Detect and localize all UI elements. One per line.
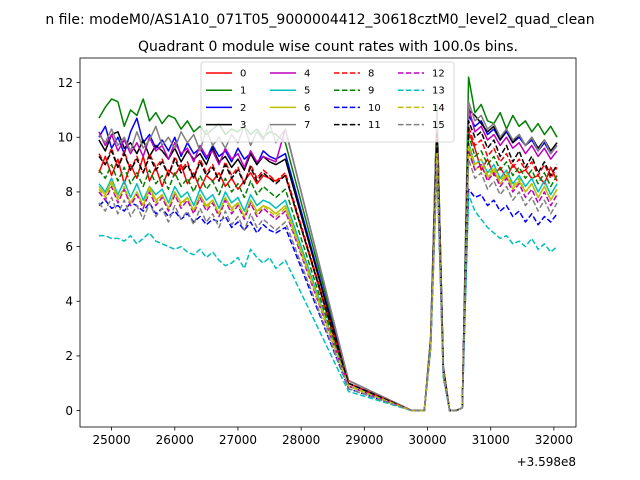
legend-label-5: 5 <box>304 86 310 97</box>
x-tick-label: 27000 <box>219 433 257 447</box>
series-line-9 <box>98 133 558 412</box>
legend-label-10: 10 <box>368 103 381 114</box>
legend-label-12: 12 <box>432 69 445 80</box>
legend-label-9: 9 <box>368 86 374 97</box>
y-tick-label: 6 <box>65 240 73 254</box>
series-line-8 <box>98 125 558 412</box>
legend-label-13: 13 <box>432 86 445 97</box>
chart-title: Quadrant 0 module wise count rates with … <box>138 39 518 55</box>
x-tick-label: 26000 <box>156 433 194 447</box>
legend-label-2: 2 <box>240 103 246 114</box>
x-tick-label: 25000 <box>92 433 130 447</box>
plot-area: 25000 26000 27000 28000 29000 30000 31000 32000… <box>58 57 577 447</box>
x-offset-label: +3.598e8 <box>517 455 576 469</box>
x-tick-label: 32000 <box>535 433 573 447</box>
legend-label-11: 11 <box>368 120 381 131</box>
legend-label-7: 7 <box>304 120 310 131</box>
series-group <box>98 76 558 412</box>
series-line-3 <box>98 109 558 412</box>
series-line-5 <box>98 141 558 412</box>
series-line-10 <box>98 158 558 412</box>
legend-box <box>200 61 455 143</box>
axes-frame <box>79 57 577 428</box>
series-line-14 <box>98 144 558 412</box>
x-tick-label: 30000 <box>408 433 446 447</box>
x-tick-label: 29000 <box>345 433 383 447</box>
series-line-6 <box>98 147 558 412</box>
series-line-15 <box>98 158 558 412</box>
legend-label-6: 6 <box>304 103 310 114</box>
legend-label-0: 0 <box>240 69 246 80</box>
figure-suptitle: n file: modeM0/AS1A10_071T05_9000004412_… <box>45 12 594 28</box>
legend-label-4: 4 <box>304 69 310 80</box>
y-tick-label: 8 <box>65 185 73 199</box>
legend-label-14: 14 <box>432 103 445 114</box>
y-tick-label: 12 <box>58 76 73 90</box>
series-line-13 <box>98 163 558 412</box>
y-tick-label: 10 <box>58 131 73 145</box>
series-line-11 <box>98 120 558 412</box>
legend-label-15: 15 <box>432 120 445 131</box>
legend-label-8: 8 <box>368 69 374 80</box>
x-tick-label: 28000 <box>282 433 320 447</box>
y-tick-label: 2 <box>65 349 73 363</box>
series-line-4 <box>98 106 558 412</box>
series-line-12 <box>98 150 558 412</box>
x-tick-label: 31000 <box>472 433 510 447</box>
legend-label-1: 1 <box>240 86 246 97</box>
y-tick-label: 0 <box>65 404 73 418</box>
series-line-0 <box>98 131 558 412</box>
y-tick-label: 4 <box>65 295 73 309</box>
legend-label-3: 3 <box>240 120 246 131</box>
